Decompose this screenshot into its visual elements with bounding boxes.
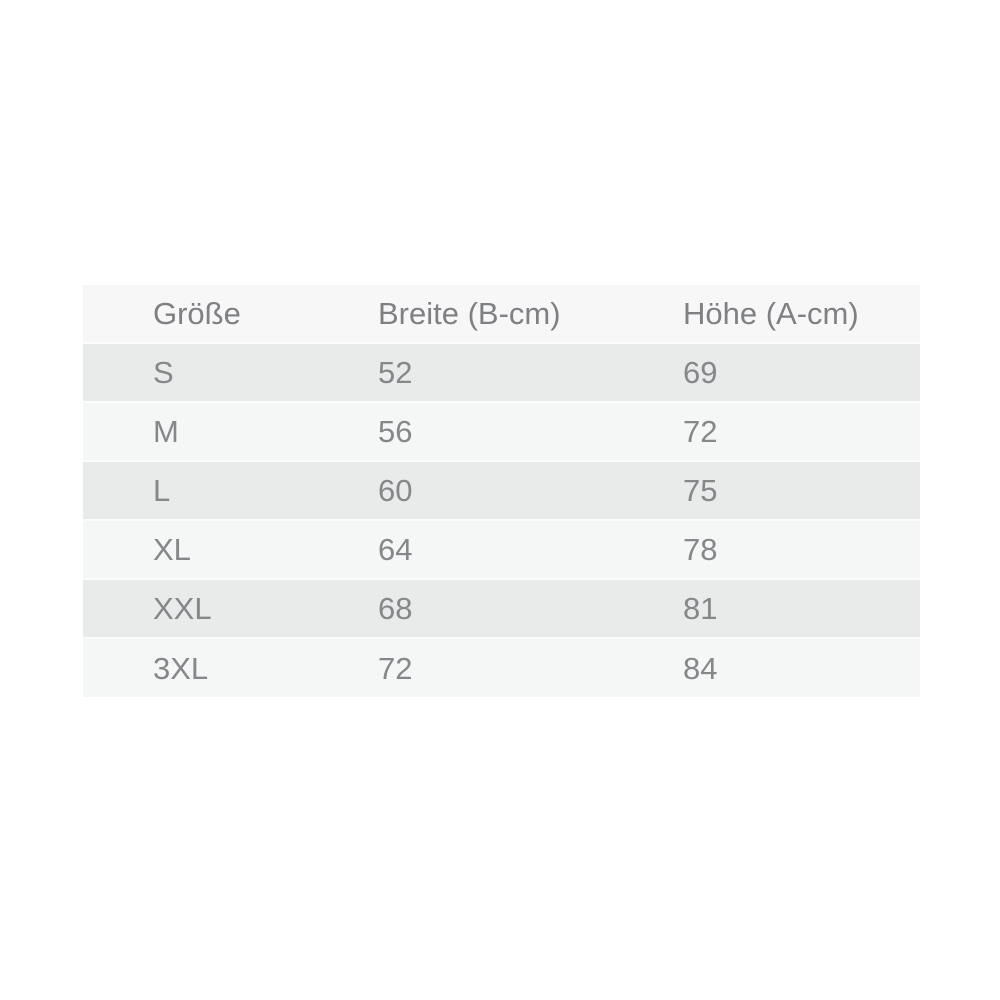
table-row-m: M 56 72 xyxy=(83,402,920,461)
table-row-xl: XL 64 78 xyxy=(83,520,920,579)
height-cell: 81 xyxy=(683,591,718,626)
width-cell: 60 xyxy=(378,473,413,508)
table-row-s: S 52 69 xyxy=(83,343,920,402)
width-cell: 68 xyxy=(378,591,413,626)
table-row-l: L 60 75 xyxy=(83,461,920,520)
size-cell: XXL xyxy=(153,591,212,626)
column-header-size: Größe xyxy=(153,296,241,331)
table-header-row: Größe Breite (B-cm) Höhe (A-cm) xyxy=(83,285,920,343)
height-cell: 84 xyxy=(683,650,718,686)
height-cell: 72 xyxy=(683,414,718,449)
height-cell: 78 xyxy=(683,532,718,567)
size-table: Größe Breite (B-cm) Höhe (A-cm) S 52 69 … xyxy=(83,285,920,697)
table-row-3xl: 3XL 72 84 xyxy=(83,638,920,697)
width-cell: 72 xyxy=(378,650,413,686)
size-cell: L xyxy=(153,473,171,508)
size-cell: 3XL xyxy=(153,650,209,686)
table-row-xxl: XXL 68 81 xyxy=(83,579,920,638)
size-cell: S xyxy=(153,355,174,390)
width-cell: 56 xyxy=(378,414,413,449)
size-cell: XL xyxy=(153,532,191,567)
size-table-body: S 52 69 M 56 72 L 60 75 XL 64 78 XXL 68 xyxy=(83,343,920,697)
height-cell: 75 xyxy=(683,473,718,508)
size-cell: M xyxy=(153,414,179,449)
width-cell: 64 xyxy=(378,532,413,567)
column-header-width: Breite (B-cm) xyxy=(378,296,561,331)
size-table-header: Größe Breite (B-cm) Höhe (A-cm) xyxy=(83,285,920,343)
height-cell: 69 xyxy=(683,355,718,390)
width-cell: 52 xyxy=(378,355,413,390)
column-header-height: Höhe (A-cm) xyxy=(683,296,859,331)
